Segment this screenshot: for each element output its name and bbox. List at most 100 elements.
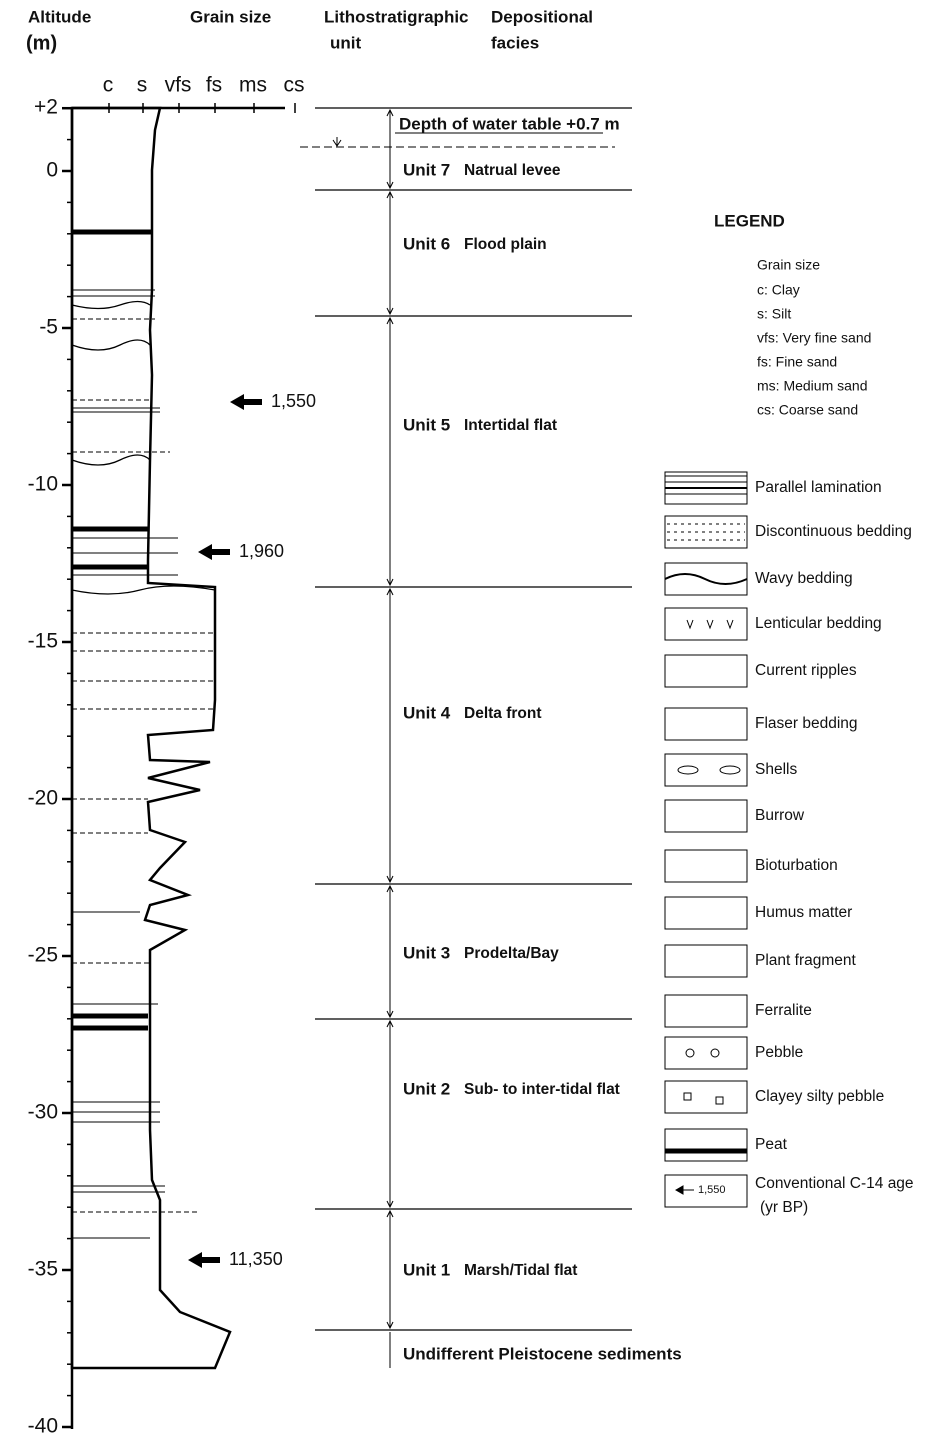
unit-extent: [387, 318, 393, 585]
legend-c14-arrow: [676, 1186, 694, 1194]
unit-name: Unit 4: [403, 703, 451, 722]
altitude-label: -10: [28, 473, 58, 496]
legend-box: [665, 945, 747, 977]
legend-pattern: [687, 620, 693, 628]
column-outline: [72, 108, 230, 1368]
legend-box: [665, 608, 747, 640]
pleistocene-label: Undifferent Pleistocene sediments: [403, 1344, 682, 1363]
altitude-label: +2: [34, 96, 58, 119]
legend-pattern: [707, 620, 713, 628]
unit-name: Unit 1: [403, 1260, 450, 1279]
legend-pattern: [720, 766, 740, 774]
altitude-label: -15: [28, 630, 58, 653]
legend-box: [665, 1081, 747, 1113]
legend-pattern: [686, 1049, 694, 1057]
altitude-label: -35: [28, 1258, 58, 1281]
legend-title: LEGEND: [714, 211, 785, 230]
c14-arrow: [198, 544, 230, 560]
unit-name: Unit 5: [403, 415, 450, 434]
grain-class: c: [103, 74, 114, 97]
unit-extent: [387, 192, 393, 314]
unit-name: Unit 2: [403, 1079, 450, 1098]
legend-box: [665, 655, 747, 687]
legend-box: [665, 800, 747, 832]
header-facies-2: facies: [491, 33, 539, 52]
legend-grain-title: Grain size: [757, 257, 820, 273]
legend-box: [665, 754, 747, 786]
water-table-arrow: [333, 137, 341, 146]
legend-label: Shells: [755, 761, 797, 778]
legend-label: Plant fragment: [755, 952, 856, 969]
unit-extent: [387, 1211, 393, 1328]
c14-arrow: [188, 1252, 220, 1268]
unit-extent: [387, 110, 393, 188]
unit-name: Unit 3: [403, 943, 450, 962]
altitude-label: -40: [28, 1415, 58, 1438]
header-litho: Lithostratigraphic: [324, 7, 469, 26]
altitude-label: -20: [28, 787, 58, 810]
grain-class: ms: [239, 74, 267, 97]
header-facies: Depositional: [491, 7, 593, 26]
legend-grain-item: ms: Medium sand: [757, 378, 867, 394]
unit-facies: Prodelta/Bay: [464, 945, 559, 962]
header-litho-unit: unit: [330, 33, 361, 52]
legend-label: Pebble: [755, 1044, 803, 1061]
header-altitude: Altitude: [28, 7, 91, 26]
altitude-label: -5: [39, 316, 58, 339]
c14-age: 1,960: [239, 541, 284, 561]
legend-pattern: [716, 1097, 723, 1104]
header-grain-size: Grain size: [190, 7, 271, 26]
altitude-label: -25: [28, 944, 58, 967]
laminations: [72, 290, 178, 1238]
legend-label: Current ripples: [755, 662, 857, 679]
unit-name: Unit 6: [403, 234, 450, 253]
legend-box: [665, 1037, 747, 1069]
grain-class: fs: [206, 74, 222, 97]
peat-layers: [72, 232, 152, 1028]
legend-box: [665, 516, 747, 548]
legend-box: [665, 897, 747, 929]
water-table-label: Depth of water table +0.7 m: [399, 114, 620, 133]
legend-grain-item: c: Clay: [757, 282, 800, 298]
c14-arrow: [230, 394, 262, 410]
legend-pattern: [711, 1049, 719, 1057]
legend-grain-item: vfs: Very fine sand: [757, 330, 871, 346]
grain-class: vfs: [165, 74, 192, 97]
legend-label: Wavy bedding: [755, 570, 853, 587]
legend-box: [665, 1129, 747, 1161]
legend-pattern: [678, 766, 698, 774]
legend-box: [665, 708, 747, 740]
legend-c14-label: Conventional C-14 age: [755, 1175, 914, 1192]
legend-pattern: [684, 1093, 691, 1100]
c14-age: 1,550: [271, 391, 316, 411]
unit-facies: Marsh/Tidal flat: [464, 1262, 577, 1279]
unit-extent: [387, 589, 393, 882]
legend-label: Burrow: [755, 807, 805, 824]
legend-pattern: [727, 620, 733, 628]
wavy-bedding: [72, 302, 215, 595]
legend-label: Humus matter: [755, 904, 852, 921]
unit-extent: [387, 1021, 393, 1207]
legend-c14-label-2: (yr BP): [760, 1199, 808, 1216]
unit-facies: Natrual levee: [464, 162, 561, 179]
legend-grain-item: fs: Fine sand: [757, 354, 837, 370]
unit-extent: [387, 886, 393, 1017]
legend-pattern: [665, 574, 747, 584]
unit-facies: Flood plain: [464, 236, 547, 253]
unit-facies: Intertidal flat: [464, 417, 557, 434]
legend-grain-item: s: Silt: [757, 306, 791, 322]
diagram: Altitude (m) Grain size Lithostratigraph…: [0, 0, 927, 1438]
altitude-label: -30: [28, 1101, 58, 1124]
legend-label: Parallel lamination: [755, 479, 882, 496]
unit-name: Unit 7: [403, 160, 450, 179]
grain-class: s: [137, 74, 148, 97]
legend-label: Bioturbation: [755, 857, 838, 874]
legend-label: Ferralite: [755, 1002, 812, 1019]
c14-age: 11,350: [229, 1249, 283, 1269]
legend-label: Clayey silty pebble: [755, 1088, 884, 1105]
legend-label: Flaser bedding: [755, 715, 858, 732]
header-altitude-unit: (m): [26, 32, 57, 54]
legend-label: Lenticular bedding: [755, 615, 882, 632]
legend-label: Discontinuous bedding: [755, 523, 912, 540]
legend-c14-sample: 1,550: [698, 1184, 726, 1196]
